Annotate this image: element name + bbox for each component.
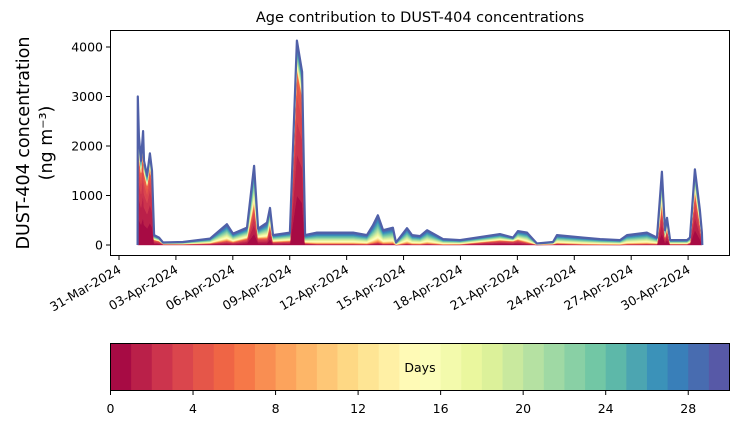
colorbar-tick-label: 24 [598,401,614,416]
area-layer-day-18 [137,60,703,246]
colorbar-tick-label: 28 [680,401,696,416]
colorbar-bin-11 [337,343,359,391]
y-tick-label: 4000 [71,40,103,55]
colorbar-bin-9 [296,343,318,391]
colorbar-bin-7 [254,343,277,391]
colorbar-bin-27 [667,343,689,391]
colorbar-bin-12 [358,343,380,391]
area-layer-day-9 [137,68,703,246]
plot-area [136,39,704,246]
colorbar-tick-label: 0 [107,401,115,416]
colorbar-bin-4 [193,343,215,391]
colorbar-tick-label: 12 [350,401,366,416]
colorbar [110,343,730,391]
colorbar-bin-16 [440,343,462,391]
colorbar-frame [110,343,730,391]
axes-frame [110,30,730,256]
colorbar-bin-3 [172,343,194,391]
total-outline-line [136,39,704,246]
area-layer-day-27 [137,44,703,246]
y-axis-label-line2: (ng m⁻³) [37,106,57,181]
area-layer-day-17 [137,61,703,246]
colorbar-bin-19 [502,343,524,391]
colorbar-bin-21 [543,343,565,391]
area-layer-day-14 [137,65,703,246]
area-layer-day-7 [137,69,703,246]
area-layer-day-11 [137,67,703,246]
area-layer-day-29 [137,40,703,246]
area-layer-day-4 [137,79,703,246]
colorbar-bin-26 [646,343,669,391]
area-layer-day-8 [137,69,703,246]
area-layer-day-19 [137,59,703,246]
colorbar-bin-22 [564,343,586,391]
colorbar-bin-0 [110,343,132,391]
area-layer-day-16 [137,63,703,246]
colorbar-bin-28 [688,343,710,391]
colorbar-bin-20 [523,343,545,391]
y-tick-label: 3000 [71,89,103,104]
colorbar-bin-13 [378,343,400,391]
colorbar-tick-label: 4 [189,401,197,416]
area-layer-day-13 [137,66,703,246]
colorbar-bin-24 [605,343,627,391]
area-layer-day-6 [137,70,703,246]
area-layer-day-10 [137,68,703,246]
y-axis-label-line1: DUST-404 concentration [14,37,34,250]
colorbar-tick-label: 16 [433,401,449,416]
area-layer-day-22 [137,54,703,246]
y-tick-label: 0 [95,238,103,253]
colorbar-tick-label: 20 [515,401,531,416]
colorbar-bin-8 [275,343,297,391]
area-layer-day-5 [137,71,703,246]
colorbar-bin-5 [213,343,235,391]
colorbar-bin-17 [461,343,483,391]
colorbar-bin-25 [626,343,648,391]
colorbar-bin-10 [316,343,338,391]
colorbar-bin-14 [399,343,421,391]
area-layer-day-26 [137,46,703,246]
area-layer-day-24 [137,50,703,246]
y-tick-label: 1000 [71,188,103,203]
area-layer-day-20 [137,57,703,246]
y-tick-label: 2000 [71,139,103,154]
colorbar-bin-2 [151,343,173,391]
area-layer-day-21 [137,56,703,246]
colorbar-bin-29 [708,343,730,391]
colorbar-bin-6 [234,343,256,391]
area-layer-day-23 [137,52,703,246]
area-layer-day-28 [137,42,703,246]
chart-title: Age contribution to DUST-404 concentrati… [256,10,584,26]
colorbar-bin-15 [420,343,442,391]
area-layer-day-12 [137,66,703,246]
colorbar-label: Days [404,360,435,375]
area-layer-day-3 [137,96,703,246]
x-axis: 31-Mar-202403-Apr-202406-Apr-202409-Apr-… [47,256,693,314]
colorbar-axis: 0 4 8 12 16 20 24 28 [107,391,696,416]
area-layer-day-15 [137,64,703,246]
colorbar-tick-label: 8 [272,401,280,416]
area-layer-day-25 [137,48,703,246]
colorbar-bin-18 [481,343,504,391]
colorbar-bin-23 [585,343,607,391]
y-axis: 0 1000 2000 3000 4000 [71,40,110,253]
area-layer-day-2 [137,120,703,246]
colorbar-bin-1 [131,343,153,391]
